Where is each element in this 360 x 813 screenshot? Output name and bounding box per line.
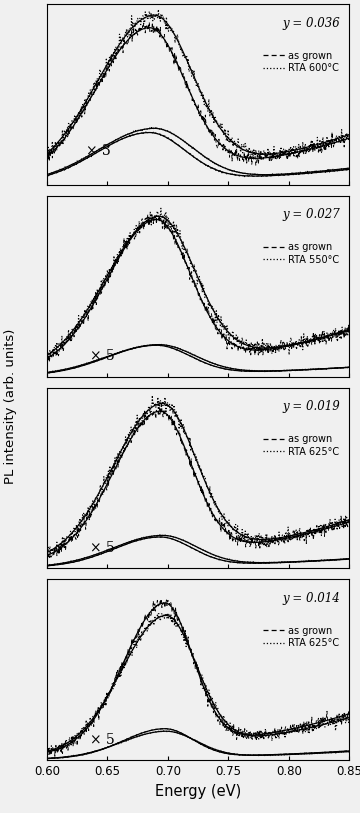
Legend: as grown, RTA 625°C: as grown, RTA 625°C bbox=[261, 624, 341, 650]
Legend: as grown, RTA 625°C: as grown, RTA 625°C bbox=[261, 433, 341, 459]
Text: y = 0.014: y = 0.014 bbox=[282, 592, 340, 605]
Text: × 5: × 5 bbox=[90, 541, 115, 555]
Text: y = 0.036: y = 0.036 bbox=[282, 17, 340, 30]
Legend: as grown, RTA 600°C: as grown, RTA 600°C bbox=[261, 49, 341, 75]
Text: × 5: × 5 bbox=[90, 733, 115, 746]
Text: y = 0.019: y = 0.019 bbox=[282, 400, 340, 413]
Text: × 5: × 5 bbox=[90, 350, 115, 363]
Text: y = 0.027: y = 0.027 bbox=[282, 208, 340, 221]
Text: PL intensity (arb. units): PL intensity (arb. units) bbox=[4, 328, 17, 485]
Legend: as grown, RTA 550°C: as grown, RTA 550°C bbox=[261, 241, 341, 267]
Text: × 3: × 3 bbox=[86, 144, 110, 158]
X-axis label: Energy (eV): Energy (eV) bbox=[155, 784, 241, 798]
